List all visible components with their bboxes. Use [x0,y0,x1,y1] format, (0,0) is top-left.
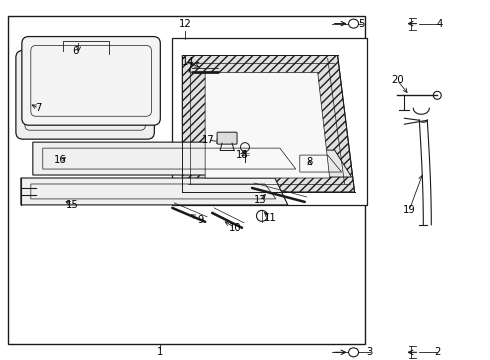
Text: 7: 7 [36,103,42,113]
Text: 12: 12 [179,19,192,28]
Text: 19: 19 [403,205,416,215]
Text: 4: 4 [436,19,442,28]
FancyBboxPatch shape [16,50,154,139]
Bar [172,37,367,205]
Text: 11: 11 [264,213,276,223]
Text: 9: 9 [197,215,203,225]
Text: 16: 16 [54,155,67,165]
Text: 20: 20 [391,75,404,85]
Text: 17: 17 [202,135,215,145]
Text: 18: 18 [236,150,248,160]
Text: 5: 5 [358,19,365,28]
Polygon shape [33,142,308,175]
Text: 10: 10 [229,223,242,233]
Text: 14: 14 [182,58,195,67]
Ellipse shape [348,348,359,357]
Text: 6: 6 [73,45,79,55]
Polygon shape [21,178,288,205]
FancyBboxPatch shape [22,37,160,125]
Ellipse shape [348,19,359,28]
Text: 1: 1 [157,347,164,357]
Text: 8: 8 [307,157,313,167]
Text: 13: 13 [254,195,266,205]
Polygon shape [295,150,352,177]
Bar [8,15,365,345]
Text: 3: 3 [367,347,372,357]
Polygon shape [205,72,330,178]
Text: 15: 15 [66,200,79,210]
Polygon shape [182,55,355,192]
FancyBboxPatch shape [217,132,237,144]
Text: 2: 2 [434,347,441,357]
